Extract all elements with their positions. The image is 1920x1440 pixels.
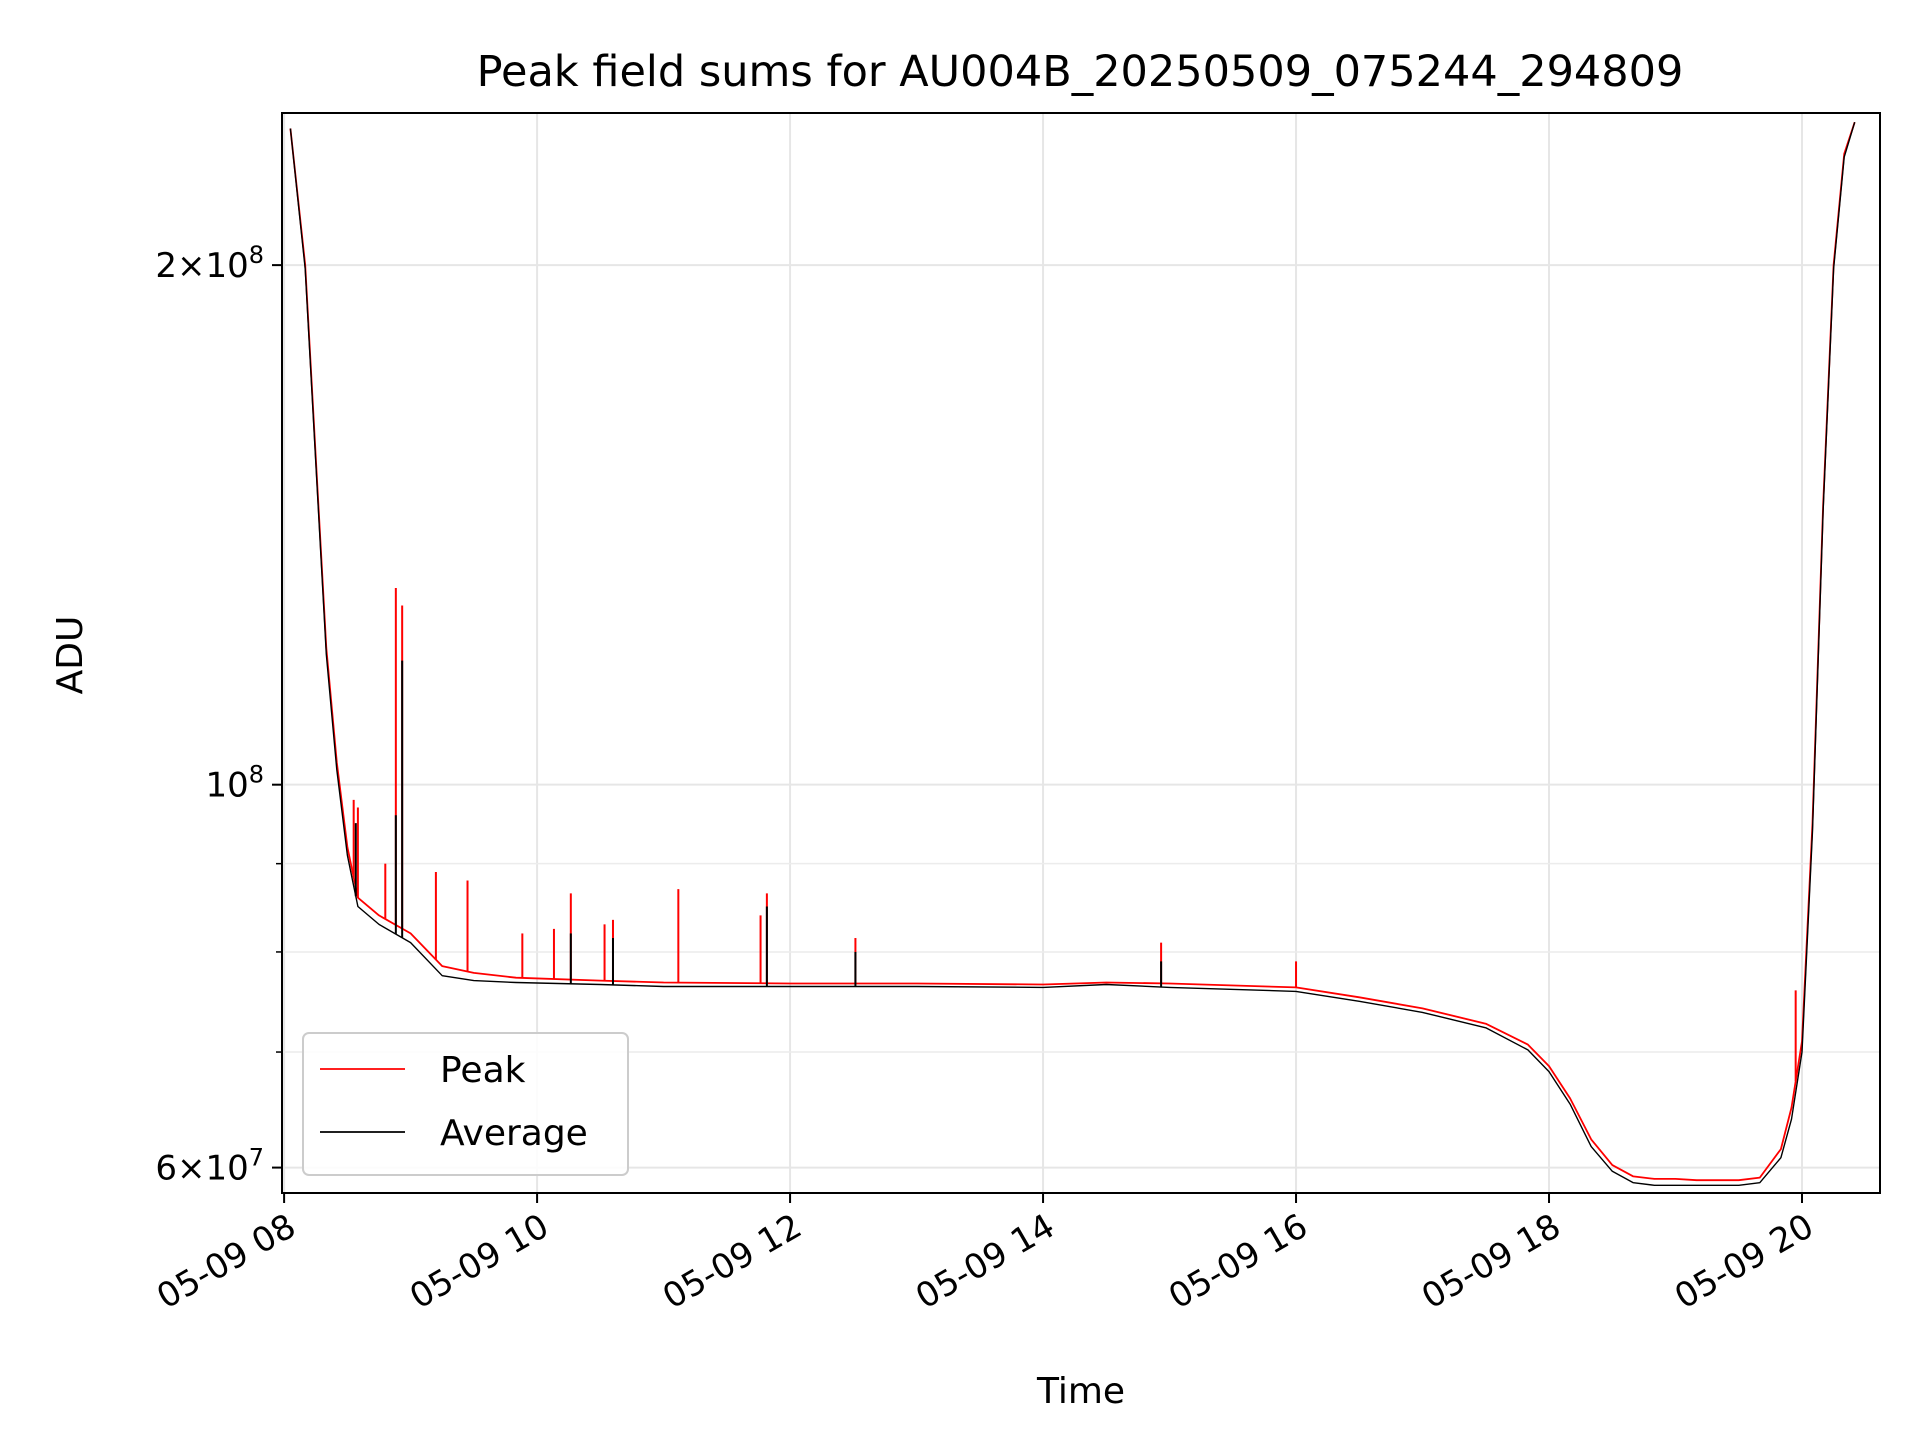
series-line-peak bbox=[289, 121, 1856, 1182]
y-tick-label: 2×108 bbox=[155, 241, 264, 286]
y-tick-label: 6×107 bbox=[155, 1144, 264, 1189]
y-axis-title: ADU bbox=[50, 616, 91, 695]
legend-label-peak: Peak bbox=[440, 1050, 526, 1091]
legend-label-average: Average bbox=[440, 1113, 588, 1154]
legend: Peak Average bbox=[302, 1032, 629, 1176]
y-tick-label: 108 bbox=[205, 761, 264, 806]
axes-frame bbox=[281, 112, 1881, 1194]
plot-area bbox=[289, 121, 1856, 1187]
grid bbox=[282, 113, 1880, 1193]
chart-title: Peak field sums for AU004B_20250509_0752… bbox=[477, 47, 1684, 97]
x-axis-title: Time bbox=[1036, 1371, 1125, 1412]
series-line-average bbox=[289, 121, 1856, 1187]
y-axis-ticks: 2×108 108 6×107 bbox=[155, 241, 282, 1189]
